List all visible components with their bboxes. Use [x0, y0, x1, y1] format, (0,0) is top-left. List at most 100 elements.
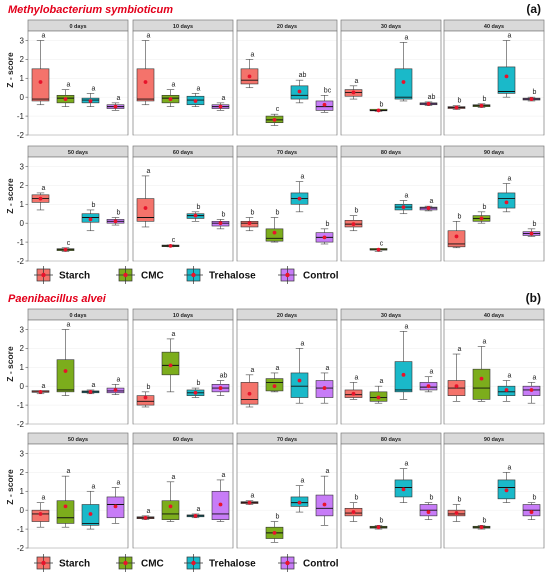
box-trehalose: b: [186, 204, 205, 222]
significance-letter: a: [405, 34, 409, 41]
facet-plot-frame: [443, 443, 545, 549]
y-tick-label: 1: [20, 487, 25, 496]
mean-marker: [38, 196, 43, 201]
box-starch: a: [344, 374, 363, 400]
legend-label: Trehalose: [209, 271, 256, 282]
box-trehalose: a: [497, 175, 516, 213]
box-body: [136, 68, 155, 102]
significance-letter: a: [430, 369, 434, 376]
mean-marker: [322, 386, 327, 390]
facet-0-days: 0 days -2 -1 0 1 2 3 a a a a: [17, 308, 129, 429]
mean-marker: [426, 101, 431, 106]
significance-letter: b: [458, 98, 462, 105]
significance-letter: b: [533, 89, 537, 96]
box-starch: a: [240, 51, 259, 89]
box-trehalose: a: [186, 85, 205, 107]
mean-marker: [376, 247, 381, 252]
box-cmc: c: [56, 240, 75, 252]
facet-plot-frame: [340, 443, 442, 549]
box-starch: b: [447, 497, 466, 522]
box-trehalose: a: [186, 506, 205, 519]
mean-marker: [143, 206, 148, 210]
significance-letter: b: [197, 380, 201, 387]
facet-strip-label: 60 days: [173, 437, 193, 443]
mean-marker: [63, 369, 68, 373]
y-tick-label: 0: [20, 382, 25, 391]
mean-marker: [454, 511, 459, 515]
significance-letter: a: [251, 367, 255, 374]
mean-marker: [38, 389, 43, 394]
significance-letter: ab: [299, 72, 307, 79]
mean-marker: [322, 235, 327, 240]
mean-marker: [168, 243, 173, 248]
mean-marker: [351, 510, 356, 514]
box-trehalose: ab: [290, 72, 309, 104]
box-starch: b: [447, 98, 466, 110]
box-starch: b: [344, 495, 363, 522]
mean-marker: [479, 103, 484, 108]
significance-letter: a: [355, 78, 359, 85]
box-body: [265, 228, 284, 242]
box-starch: a: [344, 78, 363, 100]
significance-letter: b: [483, 96, 487, 103]
facet-strip-label: 40 days: [484, 24, 504, 30]
box-control: bc: [315, 87, 334, 113]
legend-item-control: Control: [278, 266, 339, 284]
legend-label: Control: [303, 559, 339, 570]
box-starch: a: [31, 32, 50, 106]
box-control: b: [211, 211, 230, 230]
significance-letter: a: [508, 373, 512, 380]
box-control: a: [419, 198, 438, 212]
mean-marker: [113, 388, 118, 392]
significance-letter: c: [380, 241, 384, 248]
legend-mean-marker: [285, 560, 290, 566]
significance-letter: a: [67, 321, 71, 328]
box-trehalose: a: [290, 478, 309, 513]
significance-letter: a: [92, 85, 96, 92]
facet-plot-frame: [340, 30, 442, 136]
box-control: a: [522, 374, 541, 404]
facet-strip-label: 50 days: [68, 150, 88, 156]
facet-80-days: 80 days b b a b: [340, 432, 442, 549]
facet-90-days: 90 days b b a b: [443, 432, 545, 549]
facet-0-days: 0 days -2 -1 0 1 2 3 a a a a: [17, 19, 129, 140]
mean-marker: [193, 99, 198, 103]
significance-letter: b: [430, 495, 434, 502]
mean-marker: [247, 500, 252, 505]
legend-mean-marker: [191, 560, 196, 566]
significance-letter: b: [197, 204, 201, 211]
mean-marker: [218, 104, 223, 109]
significance-letter: c: [67, 240, 71, 247]
significance-letter: b: [117, 210, 121, 217]
mean-marker: [297, 196, 302, 201]
legend-mean-marker: [191, 272, 196, 278]
facet-strip-label: 10 days: [173, 24, 193, 30]
panel-b-label: (b): [526, 291, 541, 305]
significance-letter: a: [251, 493, 255, 500]
y-tick-label: 1: [20, 200, 25, 209]
box-trehalose: a: [81, 382, 100, 395]
box-body: [447, 230, 466, 248]
y-tick-label: -1: [17, 238, 25, 247]
mean-marker: [168, 97, 173, 101]
mean-marker: [401, 372, 406, 377]
facet-strip-label: 90 days: [484, 150, 504, 156]
mean-marker: [168, 363, 173, 368]
box-cmc: a: [56, 82, 75, 107]
significance-letter: b: [458, 213, 462, 220]
box-body: [472, 368, 491, 400]
mean-marker: [143, 395, 148, 400]
significance-letter: a: [92, 382, 96, 389]
facet-70-days: 70 days b b a b: [236, 145, 338, 262]
significance-letter: a: [458, 346, 462, 353]
mean-marker: [454, 234, 459, 239]
significance-letter: ab: [428, 94, 436, 101]
facet-strip-label: 40 days: [484, 313, 504, 319]
box-cmc: a: [161, 82, 180, 107]
mean-marker: [272, 530, 277, 535]
significance-letter: c: [172, 237, 176, 244]
y-tick-label: 2: [20, 181, 25, 190]
box-cmc: a: [161, 474, 180, 522]
legend-item-cmc: CMC: [116, 266, 164, 284]
